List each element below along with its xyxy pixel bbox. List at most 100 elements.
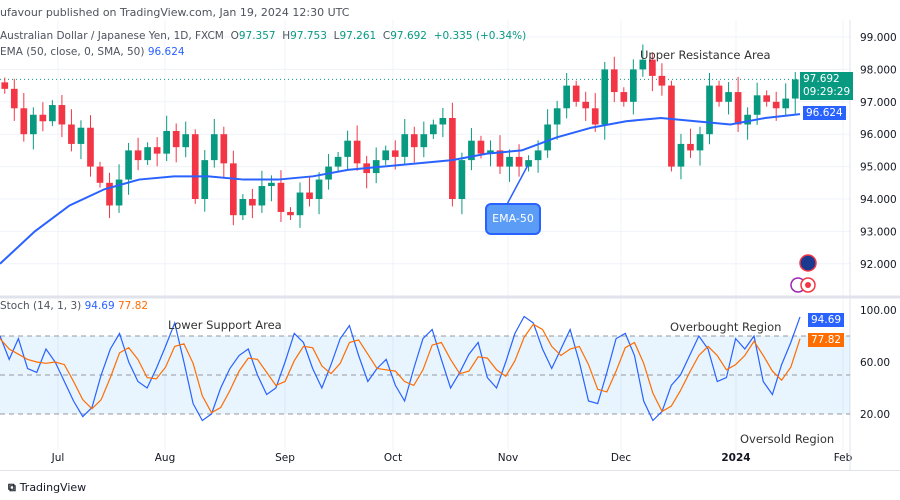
- close-label: C: [382, 30, 391, 42]
- candle-body: [258, 186, 266, 206]
- candle-body: [639, 59, 647, 70]
- candle-body: [172, 130, 180, 148]
- ema-legend-value: 96.624: [147, 46, 185, 58]
- ema-price-badge: 96.624: [803, 106, 846, 120]
- candle-body: [620, 92, 628, 102]
- candle-body: [582, 101, 590, 109]
- candle-body: [10, 88, 18, 109]
- candle-body: [230, 163, 237, 216]
- candle-body: [544, 124, 551, 151]
- candle-body: [468, 140, 475, 161]
- stoch-legend: Stoch (14, 1, 3) 94.69 77.82: [0, 300, 148, 312]
- stoch-d-line: [0, 323, 801, 414]
- stoch-k-value: 94.69: [84, 300, 115, 312]
- australia-flag-icon: [799, 254, 817, 272]
- candle-body: [601, 69, 609, 125]
- candle-body: [610, 69, 618, 93]
- price-tick: 93.000: [860, 226, 897, 238]
- candle-body: [144, 147, 151, 161]
- candle-body: [68, 124, 75, 144]
- candle-body: [725, 92, 732, 102]
- stoch-d-value: 77.82: [118, 300, 149, 312]
- bar-countdown: 09:29:29: [803, 86, 851, 98]
- last-price: 97.692: [803, 73, 840, 85]
- open-value: 97.357: [238, 30, 276, 42]
- candle-body: [249, 199, 256, 206]
- candle-body: [49, 105, 56, 122]
- candle-body: [39, 114, 47, 122]
- candle-body: [715, 85, 723, 102]
- stoch-tick: 20.00: [860, 409, 890, 421]
- ema-legend-label[interactable]: EMA (50, close, 0, SMA, 50): [0, 46, 145, 58]
- candle-body: [772, 101, 780, 109]
- candle-body: [553, 108, 561, 125]
- candle-body: [706, 85, 713, 135]
- price-tick: 98.000: [860, 64, 897, 76]
- tradingview-logo-icon: ⧉: [8, 481, 20, 494]
- time-tick: Aug: [155, 452, 176, 464]
- stoch-k-line: [0, 315, 801, 422]
- candle-body: [30, 114, 37, 135]
- brand-name: TradingView: [19, 481, 87, 494]
- price-tick: 97.000: [860, 97, 897, 109]
- candle-body: [572, 85, 580, 102]
- time-tick: Oct: [384, 452, 402, 464]
- candle-body: [182, 134, 190, 148]
- time-tick: Sep: [275, 452, 295, 464]
- candle-body: [439, 118, 447, 125]
- upper-resistance-label: Upper Resistance Area: [640, 48, 771, 62]
- candle-body: [734, 92, 742, 125]
- open-label: O: [230, 30, 239, 42]
- low-label: L: [333, 30, 340, 42]
- candle-body: [687, 143, 694, 151]
- oversold-label: Oversold Region: [740, 432, 835, 446]
- candle-body: [306, 192, 313, 199]
- candle-body: [201, 160, 209, 199]
- candle-body: [591, 108, 599, 125]
- change-value: +0.335 (+0.34%): [433, 30, 527, 42]
- japan-flag-dot: [805, 282, 811, 288]
- candle-body: [753, 95, 761, 115]
- last-price-badge: 97.692 09:29:29: [800, 72, 854, 100]
- time-tick: 2024: [721, 452, 750, 464]
- candle-body: [58, 105, 66, 125]
- candle-body: [134, 150, 142, 161]
- candle-body: [430, 124, 437, 135]
- candle-body: [353, 140, 361, 164]
- price-tick: 94.000: [860, 194, 897, 206]
- candle-body: [315, 179, 323, 199]
- candle-body: [449, 118, 456, 199]
- candle-body: [106, 182, 113, 206]
- candle-body: [763, 95, 770, 102]
- candle-body: [515, 156, 523, 167]
- candle-body: [87, 127, 94, 167]
- candle-body: [20, 108, 28, 135]
- candle-body: [277, 182, 285, 212]
- overbought-label: Overbought Region: [670, 320, 782, 334]
- candle-body: [791, 79, 799, 99]
- time-tick: Feb: [834, 452, 853, 464]
- candle-body: [420, 134, 428, 148]
- ema50-callout[interactable]: EMA-50: [485, 203, 541, 235]
- candle-body: [534, 150, 542, 161]
- symbol-title[interactable]: Australian Dollar / Japanese Yen, 1D, FX…: [0, 30, 224, 42]
- candle-body: [401, 134, 409, 157]
- candle-body: [210, 134, 218, 161]
- published-caption: ufavour published on TradingView.com, Ja…: [0, 6, 350, 19]
- chart-canvas[interactable]: 99.000 98.000 97.000 96.000 95.000 94.000 93.0…: [0, 0, 900, 470]
- footer: ⧉ TradingView: [0, 470, 900, 500]
- candle-body: [163, 130, 170, 154]
- stoch-legend-label[interactable]: Stoch (14, 1, 3): [0, 300, 82, 312]
- price-tick: 95.000: [860, 162, 897, 174]
- price-tick: 92.000: [860, 259, 897, 271]
- candle-body: [296, 192, 304, 216]
- candle-body: [334, 156, 342, 167]
- candle-body: [658, 75, 666, 86]
- candle-body: [563, 85, 570, 109]
- ema50-line: [0, 113, 801, 265]
- candle-body: [239, 199, 247, 216]
- price-tick: 96.000: [860, 129, 897, 141]
- close-value: 97.692: [390, 30, 427, 42]
- candle-body: [677, 143, 685, 167]
- candle-body: [630, 69, 637, 102]
